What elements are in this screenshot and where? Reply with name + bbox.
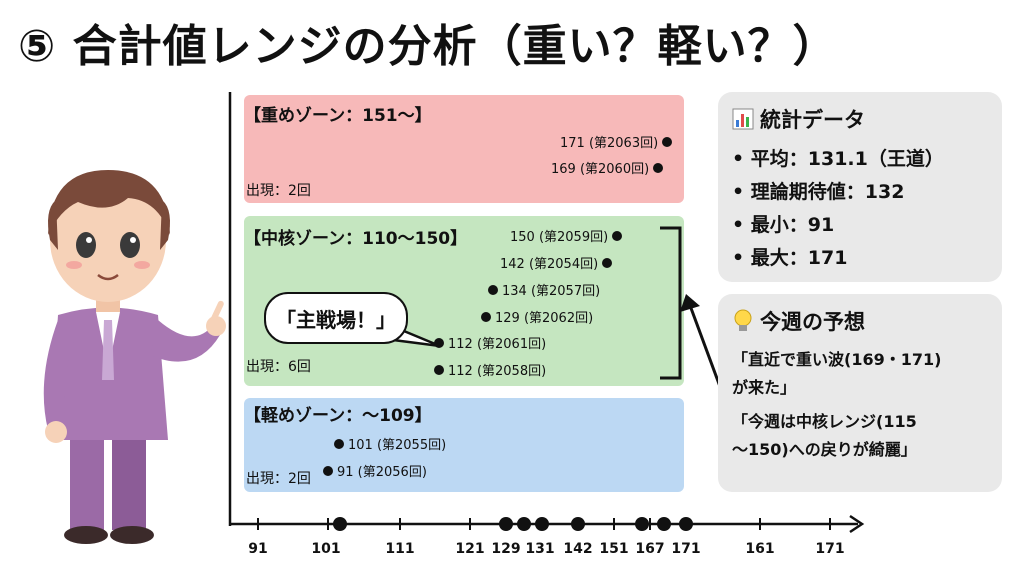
data-point-label: 112 (第2058回)	[448, 364, 547, 379]
forecast-title: 今週の予想	[760, 310, 865, 334]
tick-label: 111	[385, 541, 415, 557]
forecast-line: 「今週は中核レンジ(115	[732, 412, 917, 431]
tick-label: 101	[311, 541, 341, 557]
data-point-dot	[323, 465, 333, 476]
forecast-panel: 今週の予想 「直近で重い波(169・171) が来た」 「今週は中核レンジ(11…	[718, 294, 1002, 492]
tick-label: 91	[248, 541, 268, 557]
data-point-dot	[434, 337, 444, 348]
data-point: 150 (第2059回)	[510, 226, 623, 245]
data-point: 142 (第2054回)	[500, 253, 613, 272]
tick-label: 129	[491, 541, 521, 557]
light-zone	[244, 398, 684, 492]
data-point-dot	[662, 136, 673, 147]
data-point-label: 142 (第2054回)	[500, 257, 599, 272]
data-point-label: 150 (第2059回)	[510, 230, 609, 245]
data-point: 91 (第2056回)	[323, 461, 427, 480]
presenter-character	[43, 170, 226, 544]
light-zone-count: 出現：2回	[246, 471, 311, 487]
data-point-label: 134 (第2057回)	[502, 284, 601, 299]
page-title: ⑤ 合計値レンジの分析（重い？軽い？）	[18, 21, 838, 72]
stat-item: • 最小：91	[732, 214, 835, 236]
data-point-dot	[481, 311, 491, 322]
data-point-dot	[434, 364, 444, 375]
tick-label: 142	[563, 541, 593, 557]
data-point-dot	[653, 162, 664, 173]
data-point-dot	[334, 438, 344, 449]
stat-item: • 最大：171	[732, 247, 848, 269]
data-point-label: 171 (第2063回)	[560, 136, 659, 151]
data-point-dot	[488, 284, 498, 295]
forecast-line: が来た」	[732, 378, 797, 397]
data-point: 101 (第2055回)	[334, 434, 446, 453]
data-point-label: 129 (第2062回)	[495, 311, 594, 326]
stat-item: • 理論期待値：132	[732, 181, 905, 203]
data-point-label: 91 (第2056回)	[337, 465, 427, 480]
data-point-dot	[602, 257, 613, 268]
heavy-zone-title: 【重めゾーン：151〜】	[244, 106, 432, 126]
light-zone-title: 【軽めゾーン：〜109】	[244, 406, 432, 426]
data-point-label: 101 (第2055回)	[348, 438, 447, 453]
data-point: 169 (第2060回)	[551, 158, 664, 177]
stats-title: 統計データ	[760, 108, 865, 132]
tick-label: 151	[599, 541, 629, 557]
heavy-zone-count: 出現：2回	[246, 183, 311, 199]
tick-label: 131	[525, 541, 555, 557]
tick-label: 171	[815, 541, 845, 557]
bar-chart-icon	[732, 108, 754, 130]
core-zone-title: 【中核ゾーン：110〜150】	[244, 229, 468, 249]
data-point-label: 112 (第2061回)	[448, 337, 547, 352]
data-point: 112 (第2061回)	[434, 333, 546, 352]
forecast-line: 〜150)への戻りが綺麗」	[732, 440, 917, 459]
heavy-zone	[244, 95, 684, 203]
tick-label: 167	[635, 541, 665, 557]
data-point: 134 (第2057回)	[488, 280, 600, 299]
tick-label: 121	[455, 541, 485, 557]
stat-item: • 平均：131.1（王道）	[732, 148, 944, 170]
core-zone-count: 出現：6回	[246, 359, 311, 375]
speech-bubble: 「主戦場！」	[264, 292, 408, 344]
tick-label: 171	[671, 541, 701, 557]
data-point: 171 (第2063回)	[560, 132, 673, 151]
data-point-label: 169 (第2060回)	[551, 162, 650, 177]
lightbulb-icon	[734, 309, 752, 331]
forecast-line: 「直近で重い波(169・171)	[732, 350, 942, 369]
tick-label: 161	[745, 541, 775, 557]
stats-panel: 統計データ • 平均：131.1（王道） • 理論期待値：132 • 最小：91…	[718, 92, 1002, 282]
data-point-dot	[612, 230, 623, 241]
data-point: 129 (第2062回)	[481, 307, 593, 326]
data-point: 112 (第2058回)	[434, 360, 546, 379]
